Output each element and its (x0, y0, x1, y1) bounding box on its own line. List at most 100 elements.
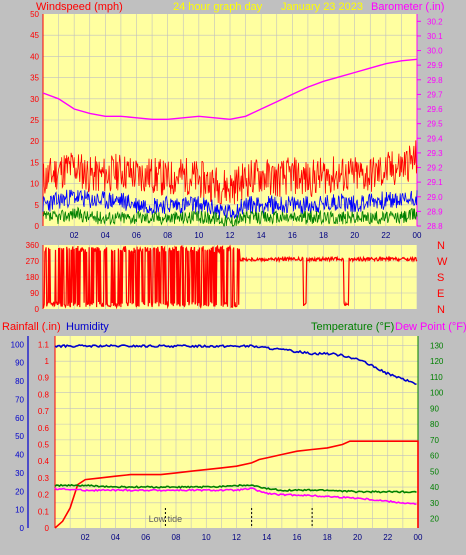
windspeed-tick-label: 15 (30, 158, 39, 167)
x-tick-label: 16 (293, 533, 302, 542)
temperature-tick-label: 90 (430, 404, 439, 413)
x-tick-label: 14 (262, 533, 271, 542)
humidity-tick-label: 20 (15, 487, 24, 496)
windspeed-tick-label: 45 (30, 31, 39, 40)
compass-label: N (437, 304, 445, 316)
direction-tick-label: 180 (26, 273, 40, 282)
windspeed-tick-label: 35 (30, 74, 39, 83)
barometer-tick-label: 29.9 (427, 61, 443, 70)
barometer-tick-label: 29.6 (427, 105, 443, 114)
temperature-tick-label: 70 (430, 436, 439, 445)
x-tick-label: 06 (132, 231, 141, 240)
x-tick-label: 16 (288, 231, 297, 240)
temperature-tick-label: 30 (430, 499, 439, 508)
legend-dewpoint: Dew Point (°F) (395, 321, 466, 333)
x-tick-label: 20 (350, 231, 359, 240)
x-tick-label: 04 (111, 533, 120, 542)
humidity-tick-label: 90 (15, 359, 24, 368)
windspeed-tick-label: 10 (30, 180, 39, 189)
x-tick-label: 22 (383, 533, 392, 542)
rain-humidity-temp-panel: 203040506070809010011012013000.10.20.30.… (11, 336, 444, 542)
barometer-tick-label: 28.9 (427, 207, 443, 216)
x-tick-label: 18 (319, 231, 328, 240)
wind-series-average (42, 206, 418, 227)
graph-title: 24 hour graph day (173, 1, 263, 13)
x-tick-label: 14 (257, 231, 266, 240)
temperature-tick-label: 120 (430, 357, 444, 366)
humidity-tick-label: 60 (15, 414, 24, 423)
humidity-tick-label: 10 (15, 506, 24, 515)
rainfall-tick-label: 0.6 (38, 424, 50, 433)
barometer-tick-label: 30.0 (427, 47, 443, 56)
humidity-tick-label: 50 (15, 432, 24, 441)
barometer-tick-label: 29.1 (427, 178, 443, 187)
temperature-tick-label: 80 (430, 420, 439, 429)
humidity-tick-label: 40 (15, 451, 24, 460)
x-tick-label: 00 (414, 533, 423, 542)
humidity-tick-label: 30 (15, 469, 24, 478)
direction-tick-label: 90 (30, 289, 39, 298)
series-dew-point (54, 487, 417, 506)
barometer-tick-label: 29.5 (427, 120, 443, 129)
direction-tick-label: 0 (35, 305, 40, 314)
legend-rainfall: Rainfall (.in) (2, 321, 61, 333)
barometer-tick-label: 28.8 (427, 222, 443, 231)
compass-label: S (437, 272, 444, 284)
rainfall-tick-label: 1.1 (38, 340, 50, 349)
temperature-tick-label: 100 (430, 389, 444, 398)
humidity-tick-label: 80 (15, 377, 24, 386)
temperature-tick-label: 50 (430, 467, 439, 476)
rainfall-tick-label: 0.7 (38, 407, 50, 416)
temperature-tick-label: 40 (430, 483, 439, 492)
windspeed-axis-title: Windspeed (mph) (36, 1, 123, 13)
barometer-tick-label: 29.3 (427, 149, 443, 158)
x-tick-label: 10 (194, 231, 203, 240)
temperature-tick-label: 20 (430, 515, 439, 524)
barometer-tick-label: 29.4 (427, 134, 443, 143)
windspeed-tick-label: 40 (30, 52, 39, 61)
barometer-tick-label: 30.1 (427, 32, 443, 41)
rainfall-tick-label: 0.2 (38, 491, 50, 500)
low-tide-annotation: Low tide (149, 514, 183, 524)
legend-temperature: Temperature (°F) (311, 321, 394, 333)
rainfall-tick-label: 0.3 (38, 474, 50, 483)
x-tick-label: 18 (323, 533, 332, 542)
x-tick-label: 22 (381, 231, 390, 240)
barometer-tick-label: 29.8 (427, 76, 443, 85)
series-humidity (54, 344, 417, 385)
rainfall-tick-label: 0.5 (38, 441, 50, 450)
barometer-tick-label: 30.2 (427, 17, 443, 26)
wind-series-gust (42, 140, 418, 205)
windspeed-tick-label: 0 (35, 222, 40, 231)
wind-series-wind-speed (42, 189, 418, 220)
wind-direction-line (42, 244, 418, 310)
direction-tick-label: 270 (26, 257, 40, 266)
rainfall-tick-label: 0.8 (38, 390, 50, 399)
x-tick-label: 08 (172, 533, 181, 542)
windspeed-tick-label: 50 (30, 10, 39, 19)
graph-date: January 23 2023 (281, 1, 363, 13)
rainfall-tick-label: 1 (45, 357, 50, 366)
x-tick-label: 10 (202, 533, 211, 542)
rainfall-tick-label: 0.4 (38, 457, 50, 466)
temperature-tick-label: 110 (430, 373, 443, 382)
x-tick-label: 12 (232, 533, 241, 542)
rainfall-tick-label: 0 (45, 524, 50, 533)
temperature-tick-label: 60 (430, 452, 439, 461)
barometer-tick-label: 29.0 (427, 193, 443, 202)
x-tick-label: 02 (81, 533, 90, 542)
x-tick-label: 04 (101, 231, 110, 240)
windspeed-tick-label: 20 (30, 137, 39, 146)
windspeed-tick-label: 5 (35, 201, 40, 210)
series-rainfall (54, 440, 419, 529)
barometer-axis-title: Barometer (.in) (371, 1, 444, 13)
rainfall-tick-label: 0.9 (38, 374, 50, 383)
series-temperature (54, 483, 417, 494)
humidity-tick-label: 100 (11, 340, 25, 349)
direction-tick-label: 360 (26, 241, 40, 250)
x-tick-label: 02 (70, 231, 79, 240)
barometer-tick-label: 29.2 (427, 164, 443, 173)
legend-humidity: Humidity (66, 321, 109, 333)
x-tick-label: 20 (353, 533, 362, 542)
